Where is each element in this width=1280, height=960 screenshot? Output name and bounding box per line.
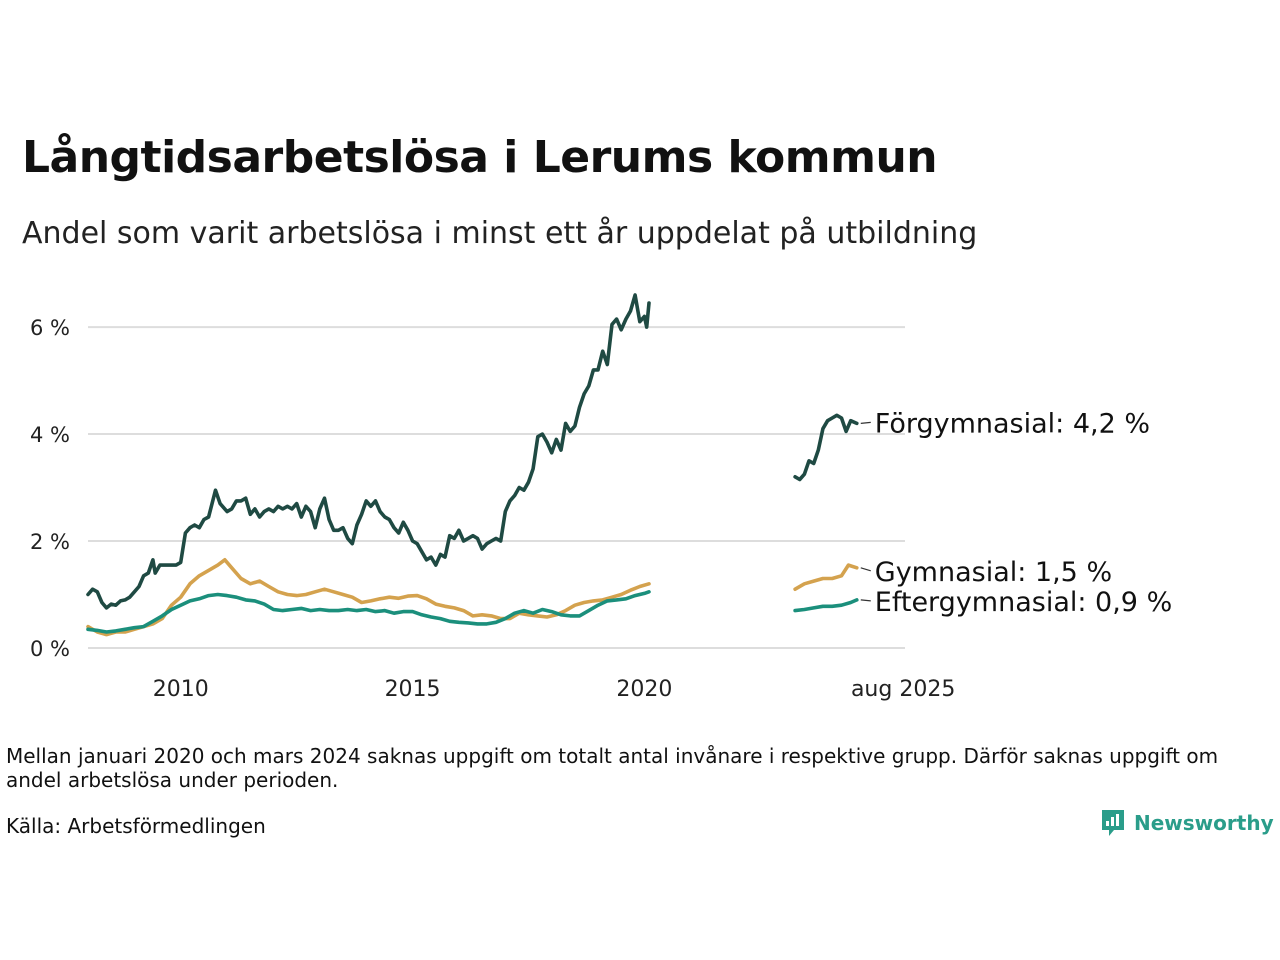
footnote: Mellan januari 2020 och mars 2024 saknas…	[6, 744, 1219, 792]
series-line-eftergymnasial	[793, 598, 859, 613]
series-line-gymnasial	[793, 563, 859, 591]
series-line-eftergymnasial	[86, 590, 651, 634]
y-tick-label: 6 %	[30, 316, 70, 340]
brand-name: Newsworthy	[1134, 811, 1274, 835]
series-line-gymnasial	[86, 558, 651, 637]
brand-logo: Newsworthy	[1100, 808, 1274, 838]
gridlines	[88, 326, 905, 649]
source-text: Källa: Arbetsförmedlingen	[6, 814, 266, 838]
label-leader	[860, 421, 871, 424]
newsworthy-logo-icon	[1102, 810, 1124, 836]
y-axis-tick-labels: 0 % 2 % 4 % 6 %	[30, 316, 70, 661]
series-lines	[86, 293, 859, 637]
series-end-label-eftergymnasial: Eftergymnasial: 0,9 %	[875, 587, 1172, 618]
y-tick-label: 4 %	[30, 423, 70, 447]
chart-title: Långtidsarbetslösa i Lerums kommun	[22, 132, 938, 183]
y-tick-label: 0 %	[30, 637, 70, 661]
series-end-label-gymnasial: Gymnasial: 1,5 %	[875, 557, 1112, 588]
x-tick-label: 2020	[616, 677, 672, 702]
chart-subtitle: Andel som varit arbetslösa i minst ett å…	[22, 216, 978, 251]
x-axis-tick-labels: 2010 2015 2020 aug 2025	[153, 677, 956, 702]
label-leader	[860, 567, 871, 572]
series-end-labels: Förgymnasial: 4,2 % Gymnasial: 1,5 %Efter…	[860, 408, 1172, 618]
label-leader	[860, 599, 871, 602]
line-chart: 0 % 2 % 4 % 6 % 2010 2015 2020 aug 2025 Förgym…	[30, 293, 1172, 702]
y-tick-label: 2 %	[30, 530, 70, 554]
x-tick-label: aug 2025	[851, 677, 955, 702]
series-line-forgymnasial	[793, 413, 859, 482]
series-end-label-forgymnasial: Förgymnasial: 4,2 %	[875, 408, 1150, 439]
x-tick-label: 2010	[153, 677, 209, 702]
x-tick-label: 2015	[385, 677, 441, 702]
series-line-forgymnasial	[86, 293, 651, 610]
